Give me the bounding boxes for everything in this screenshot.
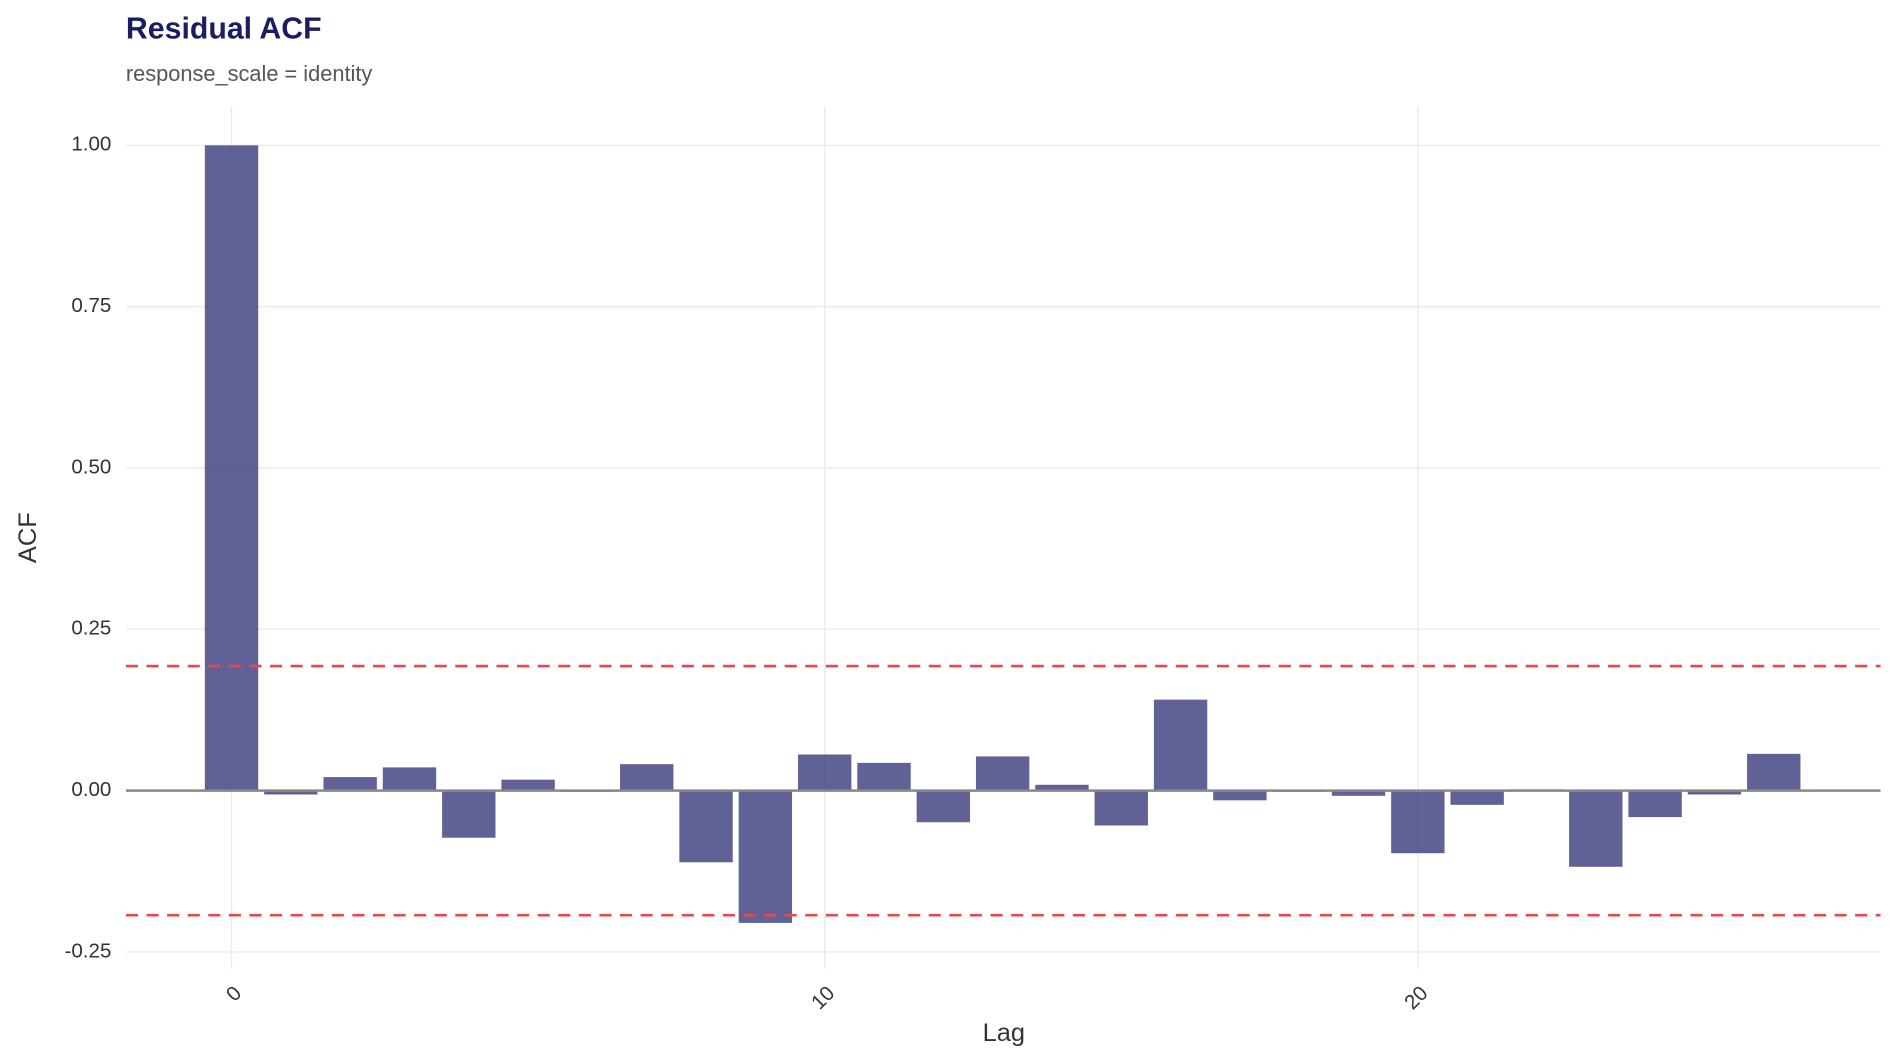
bar — [1747, 753, 1801, 791]
bar — [1331, 790, 1386, 796]
y-tick-label: 0.00 — [71, 778, 111, 801]
x-axis-label: Lag — [983, 1019, 1025, 1047]
bar — [204, 145, 259, 791]
bar — [916, 790, 971, 823]
y-axis-label: ACF — [14, 512, 42, 563]
bar — [1153, 699, 1208, 791]
bar — [264, 790, 318, 795]
bar — [1094, 790, 1148, 826]
bar — [797, 754, 852, 791]
bar — [1569, 790, 1623, 867]
bar — [679, 790, 733, 863]
y-tick-label: 1.00 — [71, 133, 111, 156]
y-tick-label: 0.50 — [71, 455, 111, 478]
bar — [738, 790, 793, 923]
bar — [501, 779, 555, 791]
bar — [1391, 790, 1445, 854]
x-tick-label: 20 — [1400, 982, 1432, 1014]
x-tick-label: 10 — [807, 982, 839, 1014]
bar — [620, 764, 674, 791]
bar — [382, 767, 437, 791]
bar — [857, 762, 911, 791]
y-tick-label: 0.75 — [71, 294, 111, 317]
bar — [1213, 790, 1267, 801]
x-tick-label: 0 — [222, 982, 246, 1006]
bar — [975, 756, 1030, 791]
bar — [1687, 790, 1742, 795]
y-tick-label: 0.25 — [71, 617, 111, 640]
bar — [1450, 790, 1504, 805]
bar — [1035, 784, 1089, 791]
chart-title: Residual ACF — [126, 12, 322, 45]
chart-subtitle: response_scale = identity — [126, 61, 373, 86]
y-tick-label: -0.25 — [64, 939, 111, 962]
bar — [442, 790, 496, 838]
bar — [1628, 790, 1682, 818]
bar — [323, 777, 377, 791]
